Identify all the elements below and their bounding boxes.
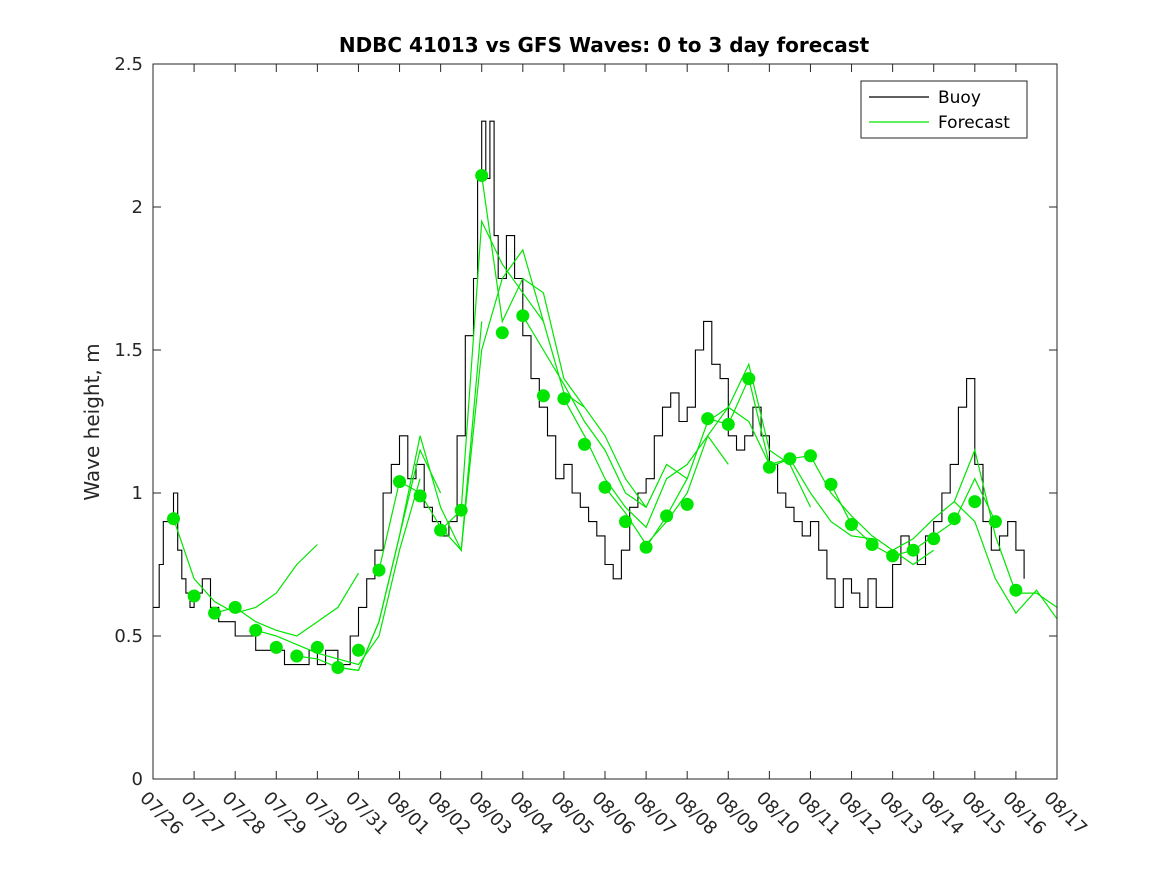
forecast-point (331, 661, 345, 674)
forecast-line-16 (892, 448, 1058, 608)
forecast-point (1009, 583, 1023, 597)
forecast-point (578, 437, 591, 451)
forecast-point (680, 497, 694, 511)
forecast-line-9 (522, 315, 688, 509)
forecast-point (988, 515, 1002, 529)
legend: Buoy Forecast (860, 80, 1028, 139)
plot-area (153, 120, 1058, 674)
forecast-line-8 (481, 175, 647, 508)
forecast-line-5 (337, 321, 483, 671)
forecast-point (516, 309, 530, 323)
legend-box (860, 80, 1028, 139)
forecast-point (557, 392, 571, 406)
forecast-point (824, 477, 838, 491)
forecast-line-1 (172, 518, 318, 614)
forecast-point (310, 640, 324, 654)
forecast-point (701, 412, 715, 426)
forecast-point (167, 512, 180, 526)
forecast-point (804, 449, 817, 463)
forecast-line-14 (769, 455, 935, 566)
y-axis-label: Wave height, m (80, 343, 104, 500)
forecast-point (413, 489, 427, 503)
y-tick-label: 2.5 (114, 54, 143, 75)
y-tick-label: 0 (132, 769, 143, 790)
legend-label-forecast: Forecast (938, 113, 1010, 133)
forecast-line-17 (953, 501, 1058, 620)
forecast-point (352, 643, 365, 657)
y-tick-label: 0.5 (114, 626, 143, 647)
y-tick-label: 2 (132, 197, 143, 218)
forecast-line-12 (645, 362, 812, 548)
forecast-point (845, 518, 858, 531)
forecast-point (187, 589, 201, 603)
forecast-line-10 (563, 398, 729, 529)
forecast-point (721, 417, 735, 431)
forecast-point (228, 600, 242, 614)
legend-label-buoy: Buoy (938, 88, 981, 108)
forecast-line-6 (378, 248, 544, 571)
forecast-point (639, 540, 653, 554)
forecast-line-3 (255, 478, 421, 666)
forecast-point (886, 549, 900, 563)
forecast-line-7 (440, 219, 585, 531)
forecast-point (454, 503, 468, 517)
forecast-point (598, 480, 612, 494)
forecast-point (947, 512, 961, 526)
forecast-point (619, 515, 632, 529)
forecast-point (495, 326, 509, 340)
y-tick-label: 1 (132, 483, 143, 504)
forecast-point (208, 606, 222, 620)
forecast-point (249, 623, 263, 637)
forecast-point (372, 563, 386, 577)
forecast-point (968, 495, 982, 509)
forecast-point (927, 532, 941, 546)
forecast-point (290, 649, 304, 663)
chart-title: NDBC 41013 vs GFS Waves: 0 to 3 day fore… (339, 33, 870, 57)
forecast-point (742, 372, 756, 386)
forecast-point (906, 543, 920, 557)
forecast-line-11 (604, 406, 770, 546)
forecast-point (269, 640, 283, 654)
forecast-point (783, 452, 797, 466)
forecast-point (762, 460, 776, 474)
forecast-point (865, 538, 879, 551)
forecast-point (434, 523, 448, 537)
forecast-point (660, 509, 674, 523)
forecast-point (475, 169, 489, 182)
y-tick-label: 1.5 (114, 340, 143, 361)
forecast-point (536, 389, 550, 403)
forecast-point (393, 475, 406, 489)
